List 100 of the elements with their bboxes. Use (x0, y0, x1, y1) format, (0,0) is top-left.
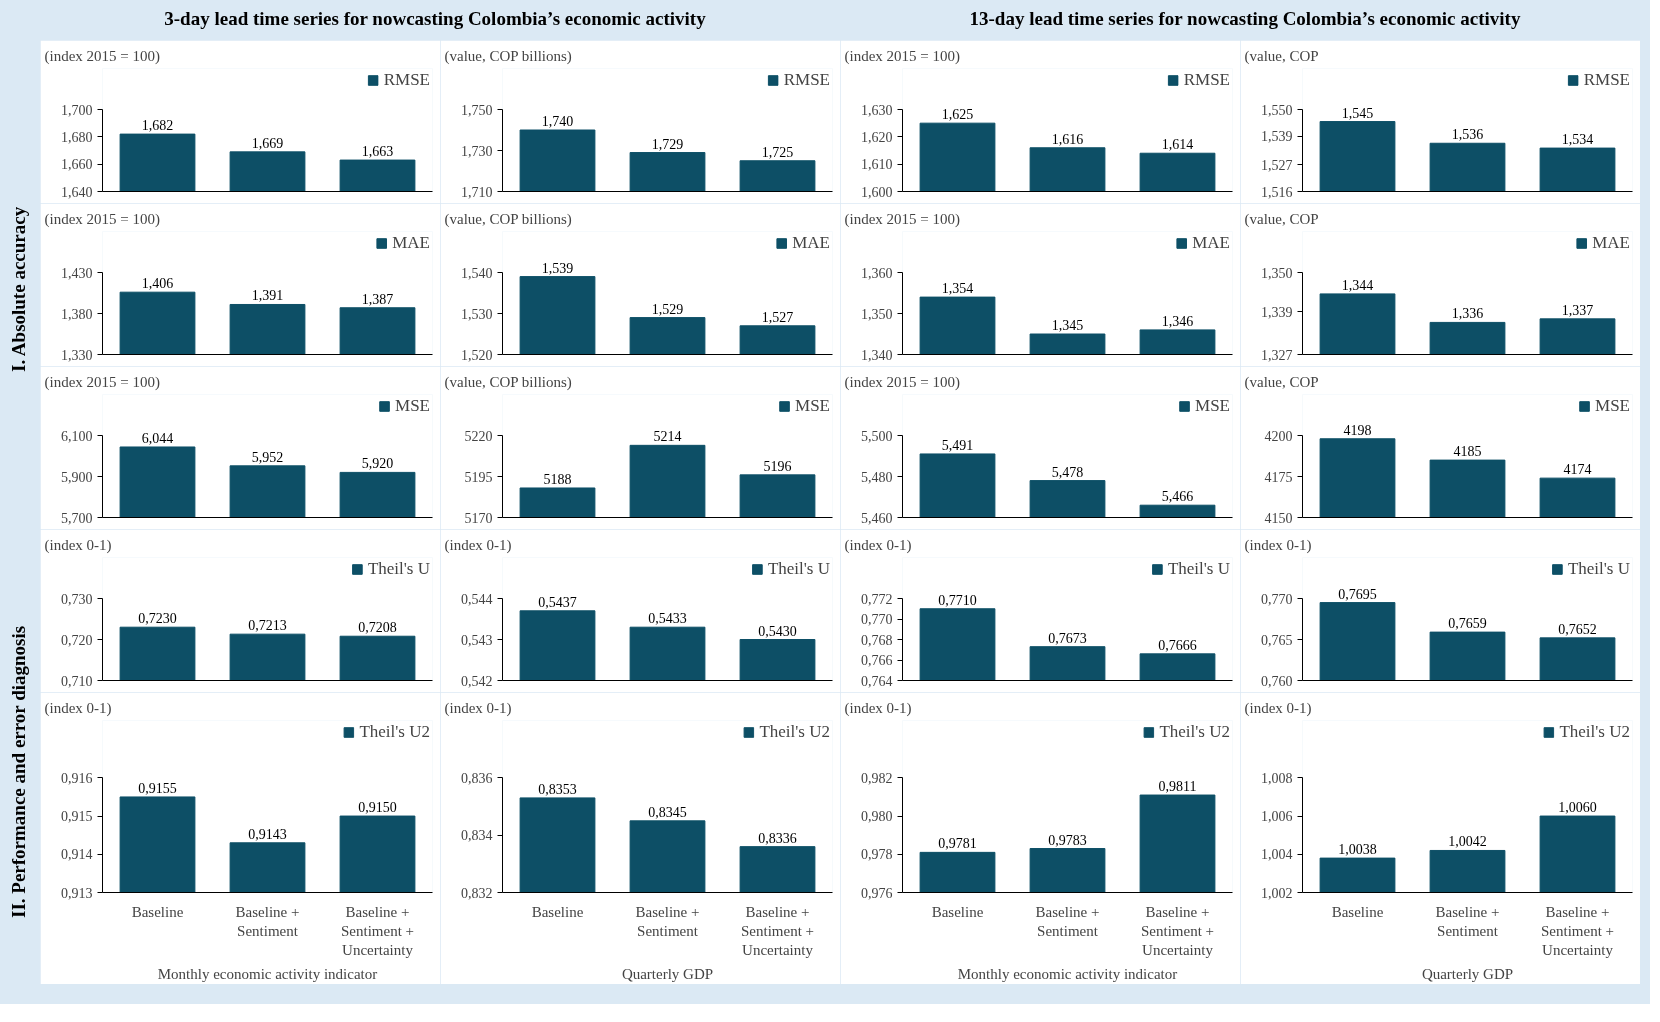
x-tick-label: Baseline (131, 903, 184, 920)
text: 1,529 (651, 301, 684, 317)
data-label: 5196 (763, 458, 792, 474)
y-tick-label: 5,480 (861, 469, 893, 485)
text: 0,9783 (1048, 832, 1087, 848)
text: 1,527 (761, 309, 794, 325)
y-tick-label: 0,730 (61, 591, 93, 607)
y-tick-label: 0,770 (861, 612, 893, 627)
text: 6,044 (141, 430, 174, 446)
y-tick-label: 1,350 (1261, 265, 1293, 281)
y-tick-label: 5220 (464, 428, 493, 444)
x-axis-title: Quarterly GDP (621, 965, 714, 982)
y-tick-label: 1,610 (861, 157, 893, 173)
y-tick-label: 1,620 (861, 129, 893, 145)
text: 1,387 (361, 291, 394, 307)
y-tick-label: 1,008 (1261, 770, 1293, 786)
legend-label: RMSE (783, 70, 830, 90)
text: 0,7230 (138, 611, 177, 627)
y-tick-label: 1,002 (1261, 885, 1293, 901)
y-tick-label: 0,772 (861, 591, 893, 607)
text: 0,9150 (358, 800, 397, 816)
y-tick-label: 1,539 (1261, 129, 1293, 145)
text: 1,0060 (1558, 800, 1597, 816)
x-tick-label: Baseline + Sentiment (235, 903, 300, 939)
x-tick-label: Baseline (931, 903, 984, 920)
x-axis-title: Quarterly GDP (1421, 965, 1514, 982)
text: 1,346 (1161, 313, 1194, 329)
chart-subtitle: (value, COP billions) (444, 210, 572, 228)
y-tick-label: 0,768 (861, 632, 893, 648)
chart-title: 13-day lead time series for nowcasting Colombia’s economic activity (969, 7, 1521, 31)
legend-label: Theil's U (367, 559, 430, 579)
chart-subtitle: (index 2015 = 100) (844, 47, 961, 65)
y-tick-label: 1,600 (861, 184, 893, 200)
chart-subtitle: (index 2015 = 100) (44, 47, 161, 65)
x-tick-label: Baseline + Sentiment + Uncertainty (340, 903, 415, 958)
y-tick-label: 1,516 (1261, 184, 1293, 200)
text: 1,534 (1561, 132, 1594, 148)
x-tick-label: Baseline + Sentiment + Uncertainty (1540, 903, 1615, 958)
chart-subtitle: (index 2015 = 100) (44, 210, 161, 228)
legend-label: MSE (795, 396, 830, 416)
legend-label: RMSE (1183, 70, 1230, 90)
legend-label: RMSE (383, 70, 430, 90)
text: 0,7213 (248, 618, 287, 634)
y-tick-label: 5195 (464, 469, 493, 485)
y-tick-label: 0,760 (1261, 673, 1293, 689)
y-tick-label: 1,710 (461, 184, 493, 200)
y-tick-label: 1,730 (461, 143, 493, 159)
y-tick-label: 0,542 (461, 673, 493, 689)
y-tick-label: 0,710 (61, 673, 93, 689)
chart-subtitle: (index 0-1) (44, 699, 112, 717)
y-tick-label: 5170 (464, 510, 493, 526)
y-tick-label: 5,900 (61, 469, 93, 485)
y-tick-label: 0,913 (61, 885, 93, 901)
legend-label: MSE (1595, 396, 1630, 416)
y-tick-label: 4200 (1264, 428, 1293, 444)
x-axis-title: Monthly economic activity indicator (957, 965, 1178, 982)
text: 1,354 (941, 281, 974, 297)
text: 0,5437 (538, 594, 577, 610)
chart-subtitle: (value, COP billions) (444, 47, 572, 65)
data-label: 4185 (1453, 444, 1482, 460)
y-tick-label: 1,430 (61, 265, 93, 281)
text: 0,8336 (758, 830, 797, 846)
text: 5,952 (251, 449, 284, 465)
text: 0,7673 (1048, 630, 1087, 646)
y-tick-label: 0,544 (461, 591, 493, 607)
text: 0,8345 (648, 804, 687, 820)
y-tick-label: 0,764 (861, 673, 893, 689)
chart-subtitle: (index 2015 = 100) (844, 373, 961, 391)
text: 0,8353 (538, 781, 577, 797)
text: 5,920 (361, 456, 394, 472)
data-label: 5214 (653, 429, 682, 445)
y-tick-label: 1,700 (61, 102, 93, 118)
text: 0,7652 (1558, 621, 1597, 637)
text: 0,7208 (358, 620, 397, 636)
y-tick-label: 0,720 (61, 632, 93, 648)
legend-label: MSE (395, 396, 430, 416)
y-tick-label: 0,976 (861, 885, 893, 901)
data-label: 4174 (1563, 462, 1592, 478)
y-tick-label: 0,832 (461, 885, 493, 901)
legend-label: MAE (1592, 233, 1630, 253)
text: 1,616 (1051, 131, 1084, 147)
x-tick-label: Baseline + Sentiment (1035, 903, 1100, 939)
text: 1,391 (251, 288, 284, 304)
x-tick-label: Baseline + Sentiment + Uncertainty (740, 903, 815, 958)
text: 0,9143 (248, 826, 287, 842)
text: I. Absolute accuracy (7, 206, 30, 373)
chart-subtitle: (value, COP (1244, 373, 1319, 391)
y-tick-label: 0,980 (861, 809, 893, 825)
y-tick-label: 1,520 (461, 347, 493, 363)
y-tick-label: 1,327 (1261, 347, 1293, 363)
text: 1,740 (541, 114, 574, 129)
y-tick-label: 0,543 (461, 632, 493, 648)
y-tick-label: 1,640 (61, 184, 93, 200)
text: 0,7710 (938, 592, 977, 608)
x-tick-label: Baseline + Sentiment + Uncertainty (1140, 903, 1215, 958)
text: 1,614 (1161, 137, 1194, 153)
y-tick-label: 0,916 (61, 770, 93, 786)
text: 0,5430 (758, 623, 797, 639)
x-tick-label: Baseline + Sentiment (635, 903, 700, 939)
chart-subtitle: (index 0-1) (44, 536, 112, 554)
